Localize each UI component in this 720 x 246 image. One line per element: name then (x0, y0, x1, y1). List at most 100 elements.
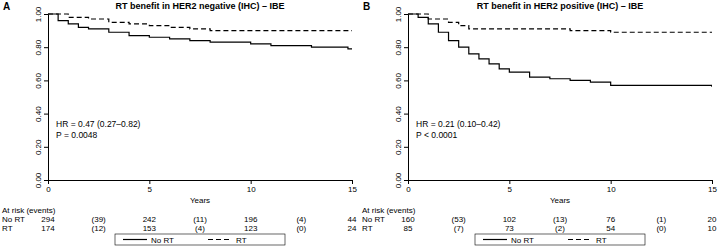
y-tick-mark (44, 180, 48, 181)
legend: No RTRT (475, 234, 645, 245)
annotation: HR = 0.47 (0.27–0.82) (56, 119, 141, 129)
x-tick: 15 (348, 180, 357, 194)
y-tick: 0.60 (34, 73, 48, 89)
legend-swatch (208, 239, 232, 240)
panel-letter: A (3, 1, 10, 12)
at-risk-events: (39) (92, 215, 107, 224)
annotation: P = 0.0048 (56, 130, 97, 140)
x-tick-mark (48, 180, 49, 184)
survival-curve (48, 14, 352, 49)
title: RT benefit in HER2 positive (IHC) – IBE (477, 1, 644, 11)
legend-label: RT (596, 236, 607, 245)
annotation: P < 0.0001 (416, 130, 457, 140)
legend-box (475, 234, 645, 245)
at-risk-number: 102 (503, 215, 517, 224)
at-risk-number: 242 (143, 215, 157, 224)
panel: A RT benefit in HER2 negative (IHC) – IBE… (2, 1, 357, 245)
y-tick-mark (404, 147, 408, 148)
at-risk-label: No RT (2, 215, 25, 224)
x-axis-line (409, 181, 713, 185)
at-risk-number: 76 (606, 215, 615, 224)
x-tick-mark (611, 180, 612, 184)
x-tick: 5 (148, 180, 153, 194)
x-axis-line (49, 181, 353, 185)
x-tick-label: 0 (406, 185, 411, 194)
at-risk-events: (4) (195, 224, 205, 233)
y-tick-label: 0.40 (34, 106, 43, 122)
at-risk-number: 24 (348, 224, 357, 233)
x-tick-mark (408, 180, 409, 184)
x-tick-label: 10 (607, 185, 616, 194)
at-risk-events: (12) (92, 224, 107, 233)
at-risk-number: 196 (244, 215, 258, 224)
y-tick: 1.00 (394, 6, 408, 22)
y-tick-label: 1.00 (34, 6, 43, 22)
x-tick-label: 15 (348, 185, 357, 194)
legend-swatch (123, 239, 147, 240)
y-tick-mark (404, 180, 408, 181)
survival-curve (408, 14, 712, 87)
at-risk-events: (0) (296, 224, 306, 233)
at-risk-events: (1) (656, 215, 666, 224)
at-risk-number: 44 (348, 215, 357, 224)
at-risk-number: 85 (404, 224, 413, 233)
y-axis-line (44, 15, 49, 181)
legend-swatch (483, 239, 507, 240)
at-risk-label: No RT (362, 215, 385, 224)
x-tick-mark (251, 180, 252, 184)
x-tick: 15 (708, 180, 717, 194)
at-risk-number: 174 (41, 224, 55, 233)
y-tick: 1.00 (34, 6, 48, 22)
y-tick-mark (404, 80, 408, 81)
x-tick-mark (149, 180, 150, 184)
y-tick: 0.60 (394, 73, 408, 89)
y-tick-label: 0.00 (394, 172, 403, 188)
at-risk-number: 123 (244, 224, 258, 233)
y-tick-label: 0.00 (34, 172, 43, 188)
y-tick-mark (44, 147, 48, 148)
plot-area (48, 14, 352, 49)
x-tick-label: 10 (247, 185, 256, 194)
y-tick-mark (404, 47, 408, 48)
chart: A RT benefit in HER2 negative (IHC) – IBE… (0, 0, 720, 246)
at-risk-number: 54 (606, 224, 615, 233)
survival-curve (48, 14, 352, 31)
legend-swatch (568, 239, 592, 240)
x-axis-title: Years (550, 196, 570, 205)
survival-curve (408, 14, 712, 32)
at-risk-number: 20 (708, 215, 717, 224)
y-tick-label: 0.20 (394, 139, 403, 155)
at-risk-number: 73 (505, 224, 514, 233)
y-tick-mark (404, 114, 408, 115)
y-tick: 0.20 (394, 139, 408, 155)
x-tick-mark (509, 180, 510, 184)
at-risk-number: 160 (401, 215, 415, 224)
y-tick-label: 0.60 (34, 73, 43, 89)
at-risk-events: (4) (296, 215, 306, 224)
y-tick: 0.20 (34, 139, 48, 155)
x-tick: 0 (406, 180, 411, 194)
x-axis: 051015 (406, 180, 717, 194)
y-tick: 0.40 (34, 106, 48, 122)
y-tick-label: 1.00 (394, 6, 403, 22)
y-tick-mark (44, 80, 48, 81)
y-tick-mark (404, 14, 408, 15)
annotation: HR = 0.21 (0.10–0.42) (416, 119, 501, 129)
legend-box (115, 234, 285, 245)
x-tick-mark (352, 180, 353, 184)
at-risk-events: (11) (193, 215, 207, 224)
title: RT benefit in HER2 negative (IHC) – IBE (115, 1, 284, 11)
y-tick-mark (44, 14, 48, 15)
y-tick-label: 0.60 (394, 73, 403, 89)
at-risk-events: (53) (452, 215, 467, 224)
x-axis: 051015 (46, 180, 357, 194)
y-tick: 0.80 (34, 39, 48, 55)
y-tick-label: 0.20 (34, 139, 43, 155)
legend-label: RT (236, 236, 247, 245)
x-tick: 10 (247, 180, 256, 194)
x-tick: 10 (607, 180, 616, 194)
x-tick-label: 5 (148, 185, 153, 194)
at-risk-events: (2) (555, 224, 565, 233)
panel: BRT benefit in HER2 positive (IHC) – IBE… (362, 1, 717, 245)
at-risk-number: 153 (143, 224, 157, 233)
